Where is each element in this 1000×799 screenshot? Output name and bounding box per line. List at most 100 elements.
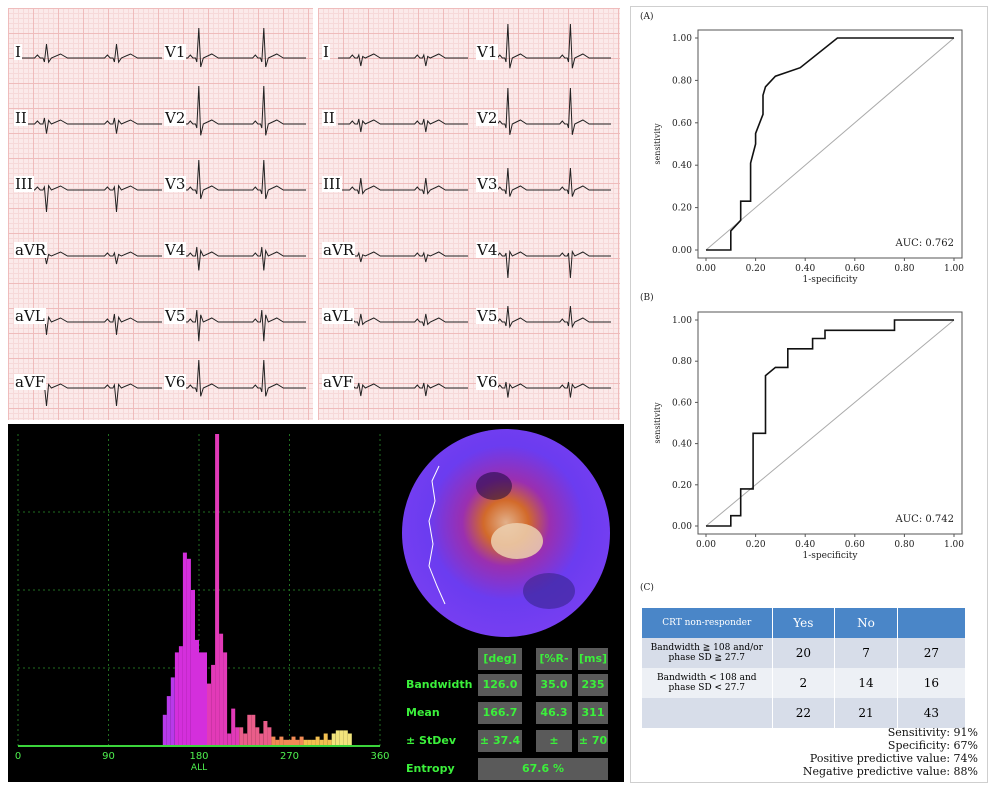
x-tick-label: 0.80 [894,540,914,550]
ecg-trace [176,309,306,342]
ecg-trace [338,313,468,327]
phase-row-label: ± StDev [406,734,456,747]
histogram-bar [219,633,224,746]
phase-table-header: [ms] [578,648,608,670]
header-cell: No [834,608,898,638]
x-tick-label: 0.40 [795,264,815,274]
lead-label: V5 [476,307,499,325]
x-tick-label: 0.80 [894,264,914,274]
histogram-bar [211,664,216,746]
contingency-row: 22 21 43 [642,698,967,728]
histogram-bar [235,727,240,746]
histogram-bar [231,708,236,746]
histogram-bar [275,739,280,746]
histogram-bar [166,696,171,746]
x-tick-label: 0.40 [795,540,815,550]
histogram-bar [215,434,220,746]
y-tick-label: 0.40 [672,440,692,450]
lead-label: II [322,109,336,127]
ecg-traces-1 [22,27,306,407]
lead-label: aVL [322,307,354,325]
histogram-tick-label: 90 [102,751,115,762]
histogram-bar [178,646,183,746]
histogram-bar [255,727,260,746]
histogram-bar [295,739,300,746]
stat-sensitivity: Sensitivity: 91% [887,726,978,739]
lead-label: II [14,109,28,127]
phase-table-cell: 235 [578,674,608,696]
histogram-bar [283,739,288,746]
histogram-bar [327,739,332,746]
x-tick-label: 1.00 [944,540,964,550]
row-label: Bandwidth < 108 and phase SD < 27.7 [642,668,773,698]
row-label: Bandwidth ≧ 108 and/or phase SD ≧ 27.7 [642,638,773,668]
ecg-trace [176,27,306,68]
y-tick-label: 0.20 [672,204,692,214]
x-tick-label: 0.60 [845,540,865,550]
lead-label: V3 [164,175,187,193]
roc-chart-a: 0.00 0.20 0.40 0.60 0.80 1.00 0.00 0.20 0.40 0.60… [653,29,964,285]
ecg-trace [176,85,306,136]
lead-label: V1 [476,43,499,61]
histogram-bar [279,736,284,746]
polar-hot-spot [491,523,543,559]
histogram-tick-label: 270 [280,751,299,762]
lead-label: I [14,43,22,61]
phase-table-cell: 166.7 [478,702,522,724]
y-axis-label: sensitivity [653,123,662,165]
histogram-tick-label: 0 [15,751,21,762]
ecg-trace [176,359,306,397]
contingency-table: CRT non-responder Yes No Bandwidth ≧ 108… [642,608,967,728]
table-cell: 7 [834,638,898,668]
x-tick-label: 0.60 [845,264,865,274]
histogram-bar [335,730,340,746]
histogram-bar [203,652,207,746]
x-tick-label: 0.00 [696,540,716,550]
histogram-bar [207,683,211,746]
ecg-trace [338,118,468,133]
lead-label: aVR [322,241,356,259]
phase-row-label: Mean [406,706,440,719]
lead-label: V6 [164,373,187,391]
phase-table-header: [%R-R] [536,648,572,687]
stat-ppv: Positive predictive value: 74% [809,752,978,765]
ecg-trace [338,382,468,397]
table-cell: 14 [834,668,898,698]
ecg-trace [486,305,611,329]
x-tick-label: 1.00 [944,264,964,274]
table-cell: 22 [772,698,836,728]
phase-table-cell: 35.0 [536,674,572,696]
lead-label: aVF [322,373,355,391]
histogram-bar [299,736,304,746]
ecg-trace [486,23,611,69]
table-cell: 27 [897,638,967,668]
histogram-axis-label: ALL [191,763,207,773]
lead-label: V2 [164,109,187,127]
histogram-bar [263,721,268,746]
y-tick-label: 0.80 [672,76,692,86]
phase-row-label: Bandwidth [406,678,473,691]
ecg-trace [176,246,306,271]
histogram-bar [259,733,264,746]
lead-label: III [14,175,34,193]
histogram-bar [267,727,272,746]
roc-diagonal [705,37,955,251]
lead-label: I [322,43,330,61]
table-cell: 20 [772,638,836,668]
histogram-bar [307,739,312,746]
x-tick-label: 0.20 [746,264,766,274]
polar-contour [428,465,446,605]
roc-chart-b: 0.00 0.20 0.40 0.60 0.80 1.00 0.00 0.20 0.40 0.60… [653,311,964,560]
auc-annotation: AUC: 0.742 [895,514,954,525]
ecg-trace [22,117,162,134]
stat-npv: Negative predictive value: 88% [802,765,978,778]
ecg-trace [338,251,468,263]
histogram-bar [191,590,195,746]
ecg-trace [486,167,611,197]
contingency-row: Bandwidth < 108 and phase SD < 27.7 2 14… [642,668,967,698]
histogram-bar [182,552,187,746]
ecg-grid-2 [318,8,620,420]
ecg-grid-1 [8,8,313,420]
histogram-bar [319,739,324,746]
ecg-trace [338,53,468,67]
